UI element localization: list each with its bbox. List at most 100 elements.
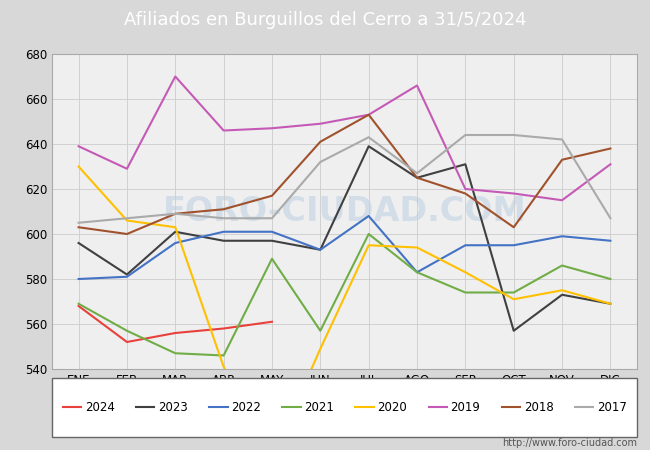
2023 [462, 162, 469, 167]
FancyBboxPatch shape [52, 378, 637, 436]
2020 [413, 245, 421, 250]
2021 [558, 263, 566, 268]
2023 [606, 301, 614, 306]
2022 [220, 229, 228, 234]
Line: 2022: 2022 [79, 216, 610, 279]
2021 [75, 301, 83, 306]
2021 [268, 256, 276, 261]
2020 [606, 301, 614, 306]
2019 [462, 186, 469, 192]
2018 [123, 231, 131, 237]
Line: 2020: 2020 [79, 166, 610, 450]
2018 [558, 157, 566, 162]
2017 [606, 216, 614, 221]
Text: 2020: 2020 [378, 401, 407, 414]
2021 [462, 290, 469, 295]
2023 [413, 175, 421, 180]
2018 [413, 175, 421, 180]
2017 [220, 216, 228, 221]
2020 [510, 297, 517, 302]
2019 [268, 126, 276, 131]
2022 [172, 240, 179, 246]
2024 [75, 303, 83, 309]
2019 [606, 162, 614, 167]
2024 [220, 326, 228, 331]
Text: 2022: 2022 [231, 401, 261, 414]
2022 [558, 234, 566, 239]
2021 [220, 353, 228, 358]
2021 [172, 351, 179, 356]
2019 [510, 191, 517, 196]
2019 [317, 121, 324, 126]
2017 [268, 216, 276, 221]
2024 [268, 319, 276, 324]
2019 [123, 166, 131, 171]
2022 [462, 243, 469, 248]
2018 [220, 207, 228, 212]
2022 [123, 274, 131, 279]
2023 [510, 328, 517, 333]
2019 [75, 144, 83, 149]
Text: 2024: 2024 [85, 401, 115, 414]
2023 [268, 238, 276, 243]
2019 [172, 74, 179, 79]
2019 [558, 198, 566, 203]
2021 [413, 270, 421, 275]
2022 [268, 229, 276, 234]
2023 [220, 238, 228, 243]
Text: 2018: 2018 [524, 401, 553, 414]
2017 [75, 220, 83, 225]
Line: 2021: 2021 [79, 234, 610, 356]
2018 [75, 225, 83, 230]
2017 [365, 135, 372, 140]
2018 [365, 112, 372, 117]
2018 [510, 225, 517, 230]
Line: 2017: 2017 [79, 135, 610, 223]
2017 [462, 132, 469, 138]
Text: http://www.foro-ciudad.com: http://www.foro-ciudad.com [502, 438, 637, 448]
2020 [317, 346, 324, 351]
Text: Afiliados en Burguillos del Cerro a 31/5/2024: Afiliados en Burguillos del Cerro a 31/5… [124, 11, 526, 29]
2021 [123, 328, 131, 333]
2020 [365, 243, 372, 248]
2020 [220, 364, 228, 369]
2018 [268, 193, 276, 198]
2020 [558, 288, 566, 293]
Text: 2021: 2021 [304, 401, 334, 414]
2021 [317, 328, 324, 333]
Text: FORO-CIUDAD.COM: FORO-CIUDAD.COM [162, 195, 526, 228]
2017 [317, 159, 324, 165]
2022 [365, 213, 372, 219]
2020 [123, 218, 131, 223]
Line: 2018: 2018 [79, 115, 610, 234]
2023 [75, 240, 83, 246]
2023 [123, 272, 131, 277]
2023 [365, 144, 372, 149]
2024 [123, 339, 131, 345]
2017 [172, 211, 179, 216]
2018 [606, 146, 614, 151]
2023 [172, 229, 179, 234]
2017 [123, 216, 131, 221]
2017 [413, 171, 421, 176]
Text: 2019: 2019 [450, 401, 480, 414]
2018 [317, 139, 324, 144]
2020 [172, 225, 179, 230]
Text: 2023: 2023 [158, 401, 188, 414]
2022 [317, 247, 324, 252]
2023 [317, 247, 324, 252]
2024 [172, 330, 179, 336]
2019 [365, 112, 372, 117]
2022 [413, 270, 421, 275]
2017 [510, 132, 517, 138]
2023 [558, 292, 566, 297]
2019 [413, 83, 421, 88]
2022 [606, 238, 614, 243]
2021 [365, 231, 372, 237]
Line: 2023: 2023 [79, 146, 610, 331]
2019 [220, 128, 228, 133]
2021 [606, 276, 614, 282]
2022 [510, 243, 517, 248]
2022 [75, 276, 83, 282]
2021 [510, 290, 517, 295]
